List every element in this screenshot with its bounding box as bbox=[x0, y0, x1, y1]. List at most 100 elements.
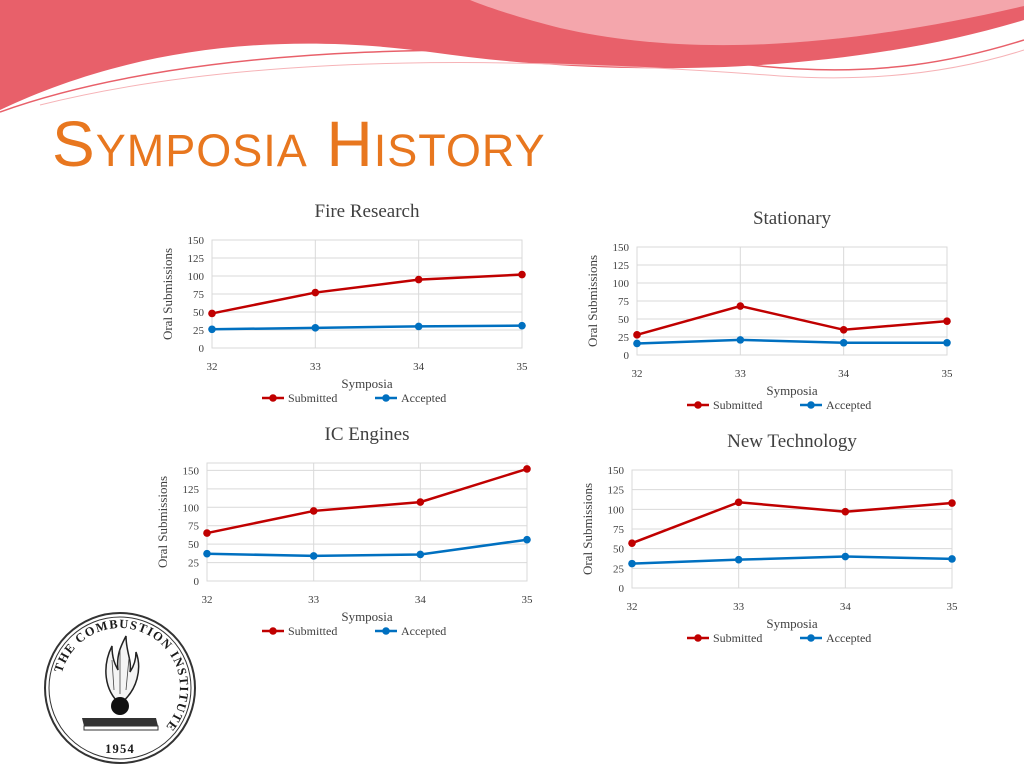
data-point-submitted bbox=[943, 317, 951, 325]
data-point-accepted bbox=[734, 555, 743, 564]
legend-accepted-swatch-marker bbox=[382, 394, 390, 402]
data-point-accepted bbox=[309, 552, 318, 560]
y-tick-label: 50 bbox=[188, 539, 200, 551]
legend-accepted-swatch-marker bbox=[807, 634, 815, 642]
x-axis-label: Symposia bbox=[766, 383, 818, 398]
legend-submitted: Submitted bbox=[687, 398, 762, 412]
y-tick-label: 150 bbox=[188, 235, 205, 247]
x-tick-label: 32 bbox=[627, 601, 638, 613]
chart-svg: Stationary 0 25 50 75 100 125 150 32 33 34 35 Sympos… bbox=[585, 208, 953, 412]
legend-accepted-label: Accepted bbox=[826, 398, 871, 412]
chart-title: Fire Research bbox=[315, 201, 420, 222]
header-banner bbox=[0, 0, 1024, 113]
x-tick-label: 35 bbox=[522, 594, 534, 606]
y-tick-label: 150 bbox=[608, 465, 625, 477]
legend-accepted: Accepted bbox=[800, 631, 871, 645]
data-point-submitted bbox=[518, 270, 526, 279]
y-tick-label: 75 bbox=[618, 296, 630, 308]
legend-submitted-swatch-marker bbox=[694, 634, 702, 642]
data-point-accepted bbox=[311, 324, 320, 332]
y-axis-label: Oral Submissions bbox=[160, 248, 175, 340]
legend-submitted: Submitted bbox=[262, 391, 337, 405]
banner-wave-light bbox=[470, 0, 1024, 46]
burning-sphere-icon bbox=[111, 697, 129, 715]
y-tick-label: 125 bbox=[183, 484, 200, 496]
data-point-submitted bbox=[633, 331, 641, 339]
chart-new-technology: New Technology 0 25 50 75 100 125 150 32 33 34 35 Sy… bbox=[580, 425, 990, 650]
data-point-accepted bbox=[736, 336, 745, 344]
x-axis-label: Symposia bbox=[341, 609, 393, 624]
data-point-submitted bbox=[309, 507, 318, 515]
legend-accepted-label: Accepted bbox=[826, 631, 871, 645]
legend-accepted-swatch-marker bbox=[382, 627, 390, 635]
x-tick-label: 33 bbox=[733, 601, 745, 613]
legend-submitted-label: Submitted bbox=[288, 391, 337, 405]
y-tick-label: 100 bbox=[188, 271, 205, 283]
series-line-submitted bbox=[211, 273, 523, 315]
logo-inner-ring bbox=[48, 616, 192, 760]
y-tick-label: 25 bbox=[188, 558, 200, 570]
data-point-submitted bbox=[948, 499, 956, 507]
y-tick-label: 125 bbox=[613, 260, 630, 272]
y-tick-label: 50 bbox=[193, 307, 205, 319]
x-tick-label: 35 bbox=[947, 601, 959, 613]
data-point-submitted bbox=[841, 507, 850, 516]
legend-submitted: Submitted bbox=[687, 631, 762, 645]
y-tick-label: 150 bbox=[613, 242, 630, 254]
logo-year: 1954 bbox=[105, 742, 135, 756]
data-point-submitted bbox=[523, 465, 531, 473]
chart-fire-research: Fire Research 0 25 50 75 100 125 150 32 33 34 35 Sym… bbox=[160, 195, 560, 410]
chart-ic-engines: IC Engines 0 25 50 75 100 125 150 32 33 34 35 Sympos… bbox=[155, 418, 565, 643]
y-tick-label: 25 bbox=[613, 563, 625, 575]
legend-accepted: Accepted bbox=[800, 398, 871, 412]
series-line-accepted bbox=[206, 538, 528, 558]
data-point-accepted bbox=[203, 549, 211, 558]
x-tick-label: 33 bbox=[735, 368, 747, 380]
y-tick-label: 100 bbox=[608, 504, 625, 516]
data-point-accepted bbox=[414, 322, 423, 331]
y-tick-label: 50 bbox=[618, 314, 630, 326]
y-tick-label: 125 bbox=[188, 253, 205, 265]
y-tick-label: 150 bbox=[183, 465, 200, 477]
data-point-submitted bbox=[208, 309, 216, 318]
x-tick-label: 33 bbox=[310, 361, 322, 373]
legend-submitted-label: Submitted bbox=[288, 624, 337, 638]
y-tick-label: 25 bbox=[618, 332, 630, 344]
data-point-submitted bbox=[311, 288, 320, 297]
series-line-accepted bbox=[636, 338, 947, 345]
legend-accepted-label: Accepted bbox=[401, 391, 446, 405]
legend-accepted-swatch-marker bbox=[807, 401, 815, 409]
y-tick-label: 25 bbox=[193, 325, 205, 337]
chart-svg: New Technology 0 25 50 75 100 125 150 32 33 34 35 Sy… bbox=[580, 431, 959, 645]
data-point-accepted bbox=[841, 552, 850, 561]
x-tick-label: 32 bbox=[202, 594, 213, 606]
series-line-submitted bbox=[631, 500, 953, 545]
legend-accepted: Accepted bbox=[375, 624, 446, 638]
x-tick-label: 33 bbox=[308, 594, 320, 606]
y-tick-label: 0 bbox=[619, 583, 625, 595]
y-tick-label: 125 bbox=[608, 485, 625, 497]
y-axis-label: Oral Submissions bbox=[585, 255, 600, 347]
y-tick-label: 100 bbox=[183, 502, 200, 514]
flame-icon bbox=[105, 635, 140, 705]
data-point-accepted bbox=[416, 550, 425, 559]
data-point-accepted bbox=[948, 555, 956, 563]
data-point-submitted bbox=[414, 275, 423, 284]
y-tick-label: 0 bbox=[624, 350, 630, 362]
chart-title: IC Engines bbox=[325, 424, 410, 445]
legend-accepted: Accepted bbox=[375, 391, 446, 405]
data-point-accepted bbox=[208, 325, 216, 334]
chart-title: New Technology bbox=[727, 431, 857, 452]
y-tick-label: 100 bbox=[613, 278, 630, 290]
slide-title: Symposia History bbox=[52, 108, 546, 180]
data-point-submitted bbox=[203, 529, 211, 537]
data-point-submitted bbox=[839, 326, 848, 334]
legend-accepted-label: Accepted bbox=[401, 624, 446, 638]
y-tick-label: 75 bbox=[613, 524, 625, 536]
combustion-institute-logo: THE COMBUSTION INSTITUTE 1954 bbox=[44, 612, 196, 764]
y-tick-label: 75 bbox=[193, 289, 205, 301]
chart-svg: Fire Research 0 25 50 75 100 125 150 32 33 34 35 Sym… bbox=[160, 201, 528, 405]
banner-wave-line-2 bbox=[39, 49, 1024, 106]
x-tick-label: 32 bbox=[207, 361, 218, 373]
series-line-accepted bbox=[631, 555, 953, 565]
